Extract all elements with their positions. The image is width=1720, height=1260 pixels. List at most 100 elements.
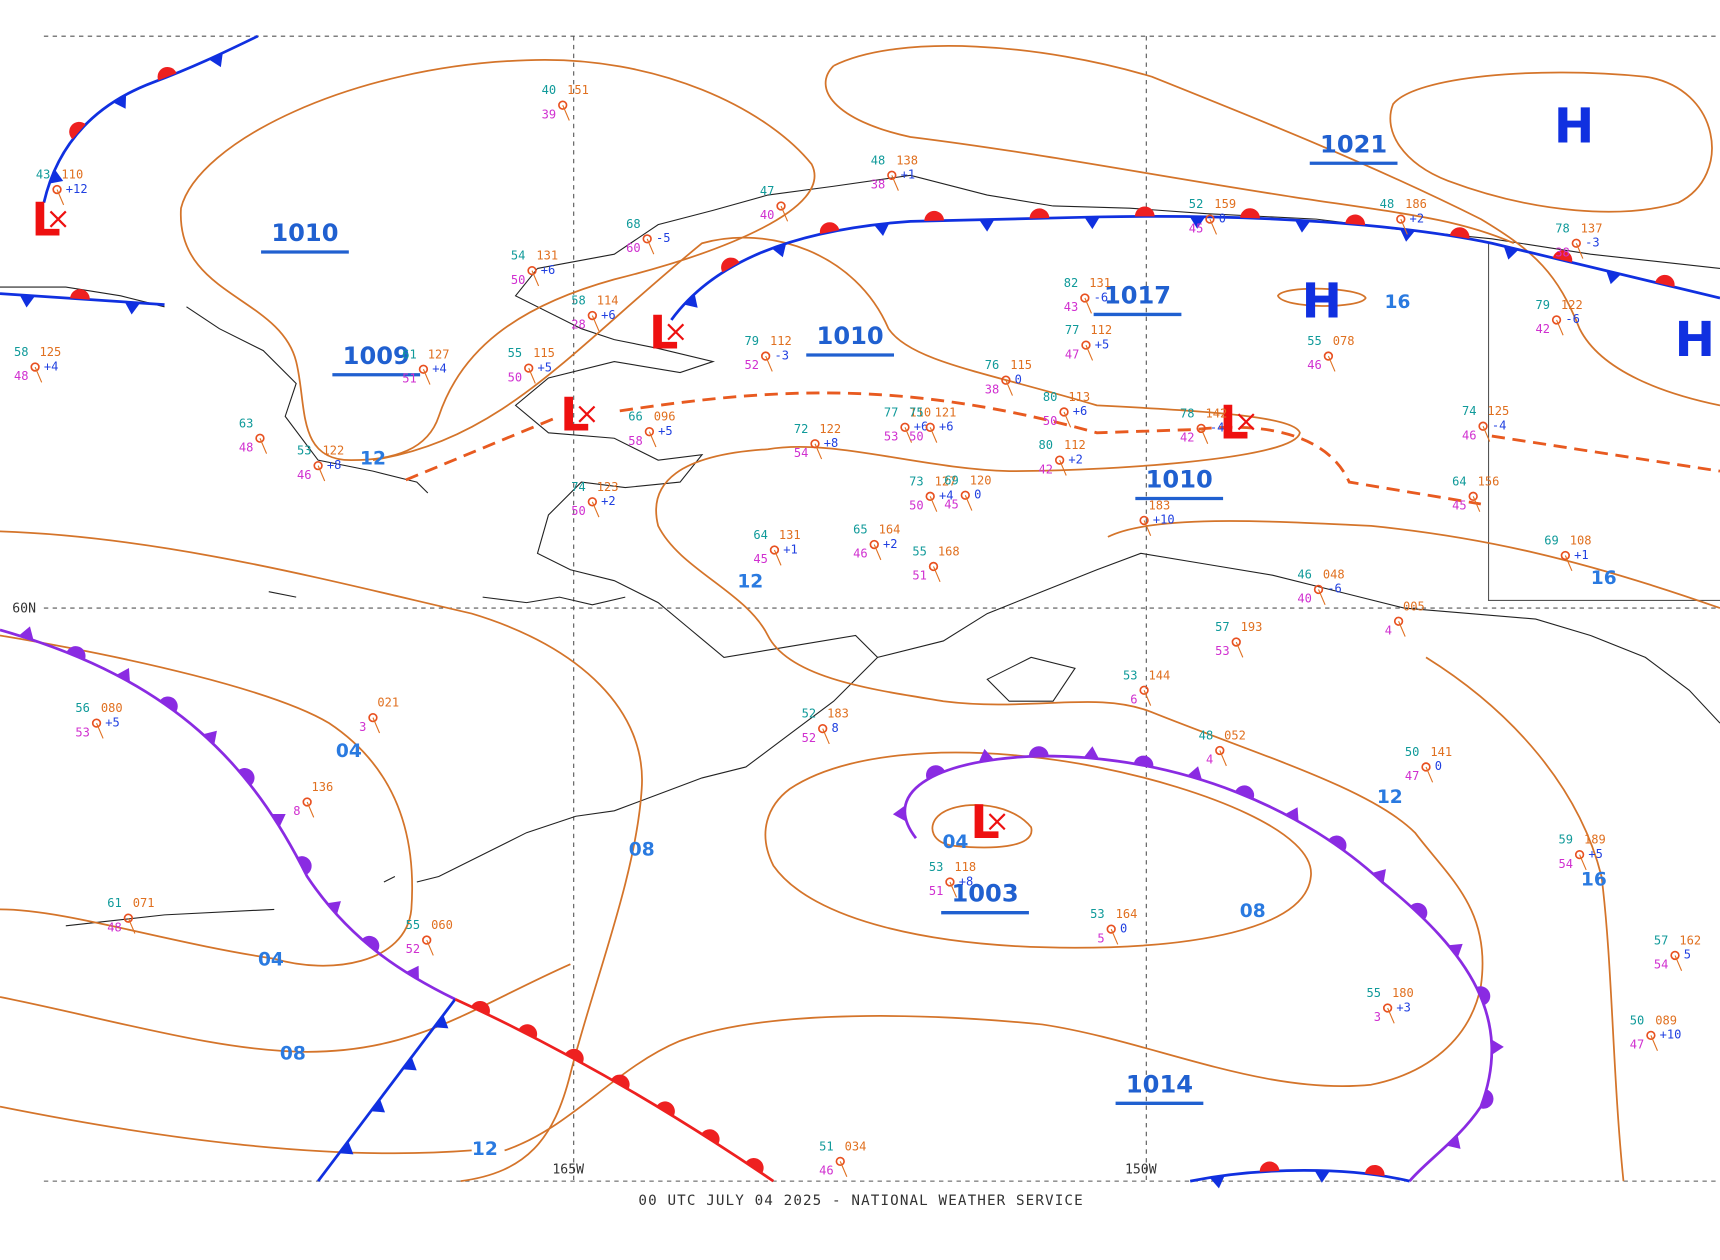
coast <box>0 286 577 927</box>
front-symbol <box>1503 246 1519 260</box>
front-symbol <box>405 965 419 981</box>
front-symbol <box>1446 1134 1461 1149</box>
grid-label: 150W <box>1125 1162 1157 1177</box>
station-tendency: +12 <box>66 182 88 196</box>
front-symbol <box>112 94 127 109</box>
station-dew: 43 <box>1064 300 1079 314</box>
station-dew: 51 <box>929 884 944 898</box>
front-symbol <box>924 210 945 221</box>
wind-barb <box>1318 589 1326 606</box>
front-symbol <box>1410 902 1428 920</box>
grid-label: 60N <box>12 601 36 616</box>
grid-label: 165W <box>552 1162 584 1177</box>
wind-barb <box>929 427 938 443</box>
station-dew: 3 <box>1374 1010 1381 1024</box>
station-circle <box>1421 762 1431 772</box>
station-pressure: 071 <box>133 896 155 910</box>
front-symbol <box>159 696 178 713</box>
coast <box>268 591 626 883</box>
station-dew: 5 <box>1097 931 1104 945</box>
front-symbol <box>1345 214 1365 226</box>
station: 78 142 42 -4 <box>1180 406 1227 444</box>
wind-barb <box>1556 319 1564 336</box>
station-dew: 53 <box>75 725 90 739</box>
station-temp: 54 <box>511 249 526 263</box>
station-circle <box>1059 407 1069 417</box>
wind-barb <box>932 566 941 583</box>
station-dew: 45 <box>753 552 768 566</box>
wind-barb <box>1059 459 1067 476</box>
station: 61 071 48 <box>107 896 154 934</box>
wind-barb <box>814 443 823 460</box>
station-pressure: 112 <box>770 334 792 348</box>
station-temp: 80 <box>1043 390 1058 404</box>
station: 58 114 28 +6 <box>571 294 618 332</box>
wind-barb <box>372 717 381 734</box>
wind-barb <box>528 367 536 384</box>
station-pressure: 151 <box>567 83 589 97</box>
station: 80 113 50 +6 <box>1043 390 1090 428</box>
wind-barb <box>1085 344 1094 361</box>
wind-barb <box>306 801 315 818</box>
station-pressure: 183 <box>827 707 849 721</box>
isobar <box>372 236 1484 1152</box>
wind-barb <box>1575 243 1584 259</box>
station: 51 034 46 <box>819 1139 866 1177</box>
station-temp: 69 <box>944 473 959 487</box>
station-tendency: +8 <box>327 458 342 472</box>
station-dew: 42 <box>1039 462 1054 476</box>
station-pressure: 096 <box>654 410 676 424</box>
station-tendency: +6 <box>601 308 616 322</box>
station: 72 122 54 +8 <box>794 422 841 460</box>
station-temp: 51 <box>819 1139 834 1153</box>
front-symbol <box>1029 208 1050 219</box>
station-circle <box>1571 238 1581 248</box>
wind-barb <box>1219 750 1227 767</box>
station-temp: 75 <box>909 405 924 419</box>
station-pressure: 048 <box>1323 568 1345 582</box>
wind-barb <box>127 917 136 934</box>
wind-barb <box>822 728 830 745</box>
station-tendency: -6 <box>1094 290 1109 304</box>
station-temp: 50 <box>1405 745 1420 759</box>
front-symbol <box>434 1014 449 1029</box>
isobar-label: 04 <box>258 949 284 970</box>
isobar <box>764 751 1312 949</box>
station-dew: 39 <box>542 107 557 121</box>
station-temp: 72 <box>794 422 809 436</box>
front <box>42 34 259 204</box>
station-temp: 76 <box>985 358 1000 372</box>
front-symbol <box>208 52 223 68</box>
station-dew: 42 <box>1180 431 1195 445</box>
station-temp: 79 <box>1535 298 1550 312</box>
front-symbol <box>297 856 312 875</box>
isobar-label: 08 <box>629 840 655 861</box>
isobar <box>1276 287 1367 307</box>
station: 78 137 38 -3 <box>1555 221 1602 259</box>
station-dew: 3 <box>359 720 366 734</box>
station-dew: 54 <box>1558 857 1573 871</box>
front-symbol <box>1285 807 1299 822</box>
station: 77 110 53 +6 <box>884 405 931 443</box>
isobars <box>0 45 1720 1182</box>
front-symbol <box>1028 746 1049 757</box>
station: 64 131 45 +1 <box>753 528 800 566</box>
station-circle <box>960 490 970 500</box>
station-tendency: +4 <box>432 362 447 376</box>
station: 69 120 45 0 <box>944 473 991 511</box>
station-temp: 61 <box>107 896 122 910</box>
station: 40 151 39 <box>542 83 589 121</box>
station-pressure: 110 <box>909 405 931 419</box>
station-circle <box>1574 849 1585 860</box>
station-tendency: +1 <box>901 168 916 182</box>
front-symbol <box>238 768 255 786</box>
station: 46 048 40 -6 <box>1297 568 1344 606</box>
station-temp: 57 <box>1654 933 1669 947</box>
station-circle <box>769 545 780 555</box>
station-temp: 61 <box>402 347 417 361</box>
station-circle <box>558 100 568 110</box>
front-symbol <box>656 1101 675 1117</box>
front-symbol <box>1552 250 1573 263</box>
